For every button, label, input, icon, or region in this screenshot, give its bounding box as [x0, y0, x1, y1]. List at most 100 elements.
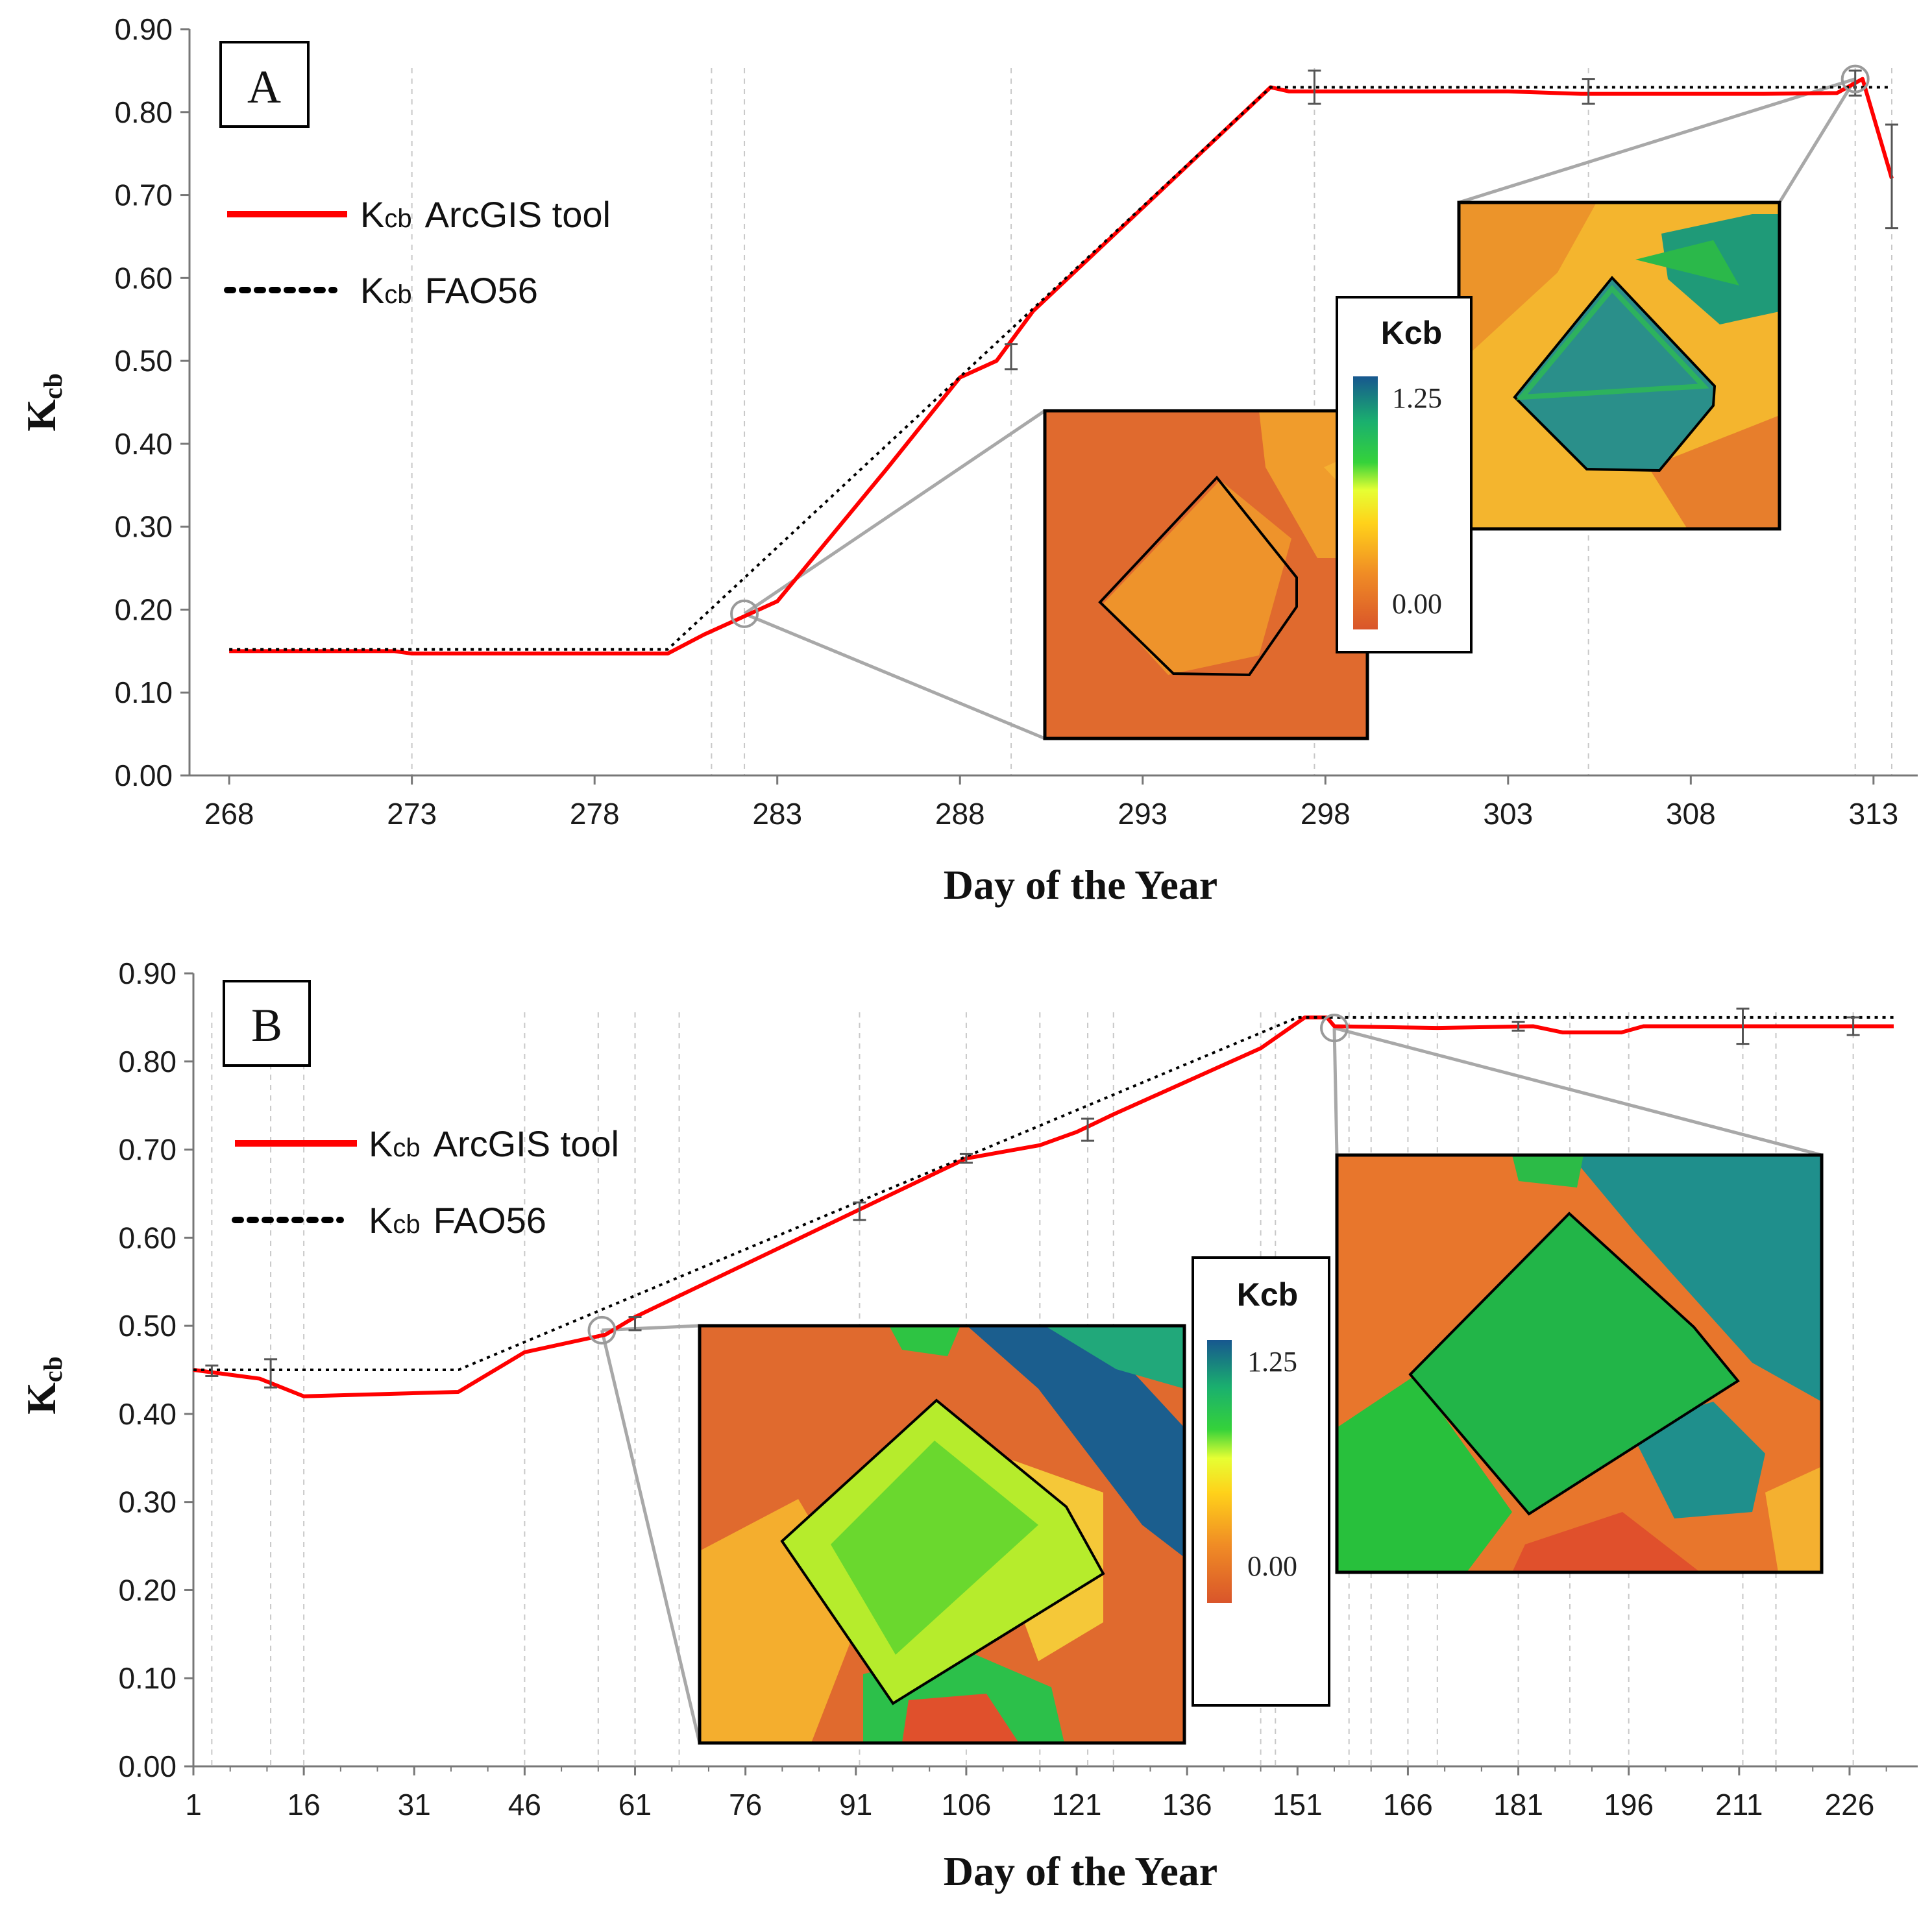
- y-axis-title: Kcb: [18, 1356, 67, 1415]
- inset-map-early: [1043, 409, 1369, 740]
- zoom-markers: [730, 64, 1870, 628]
- panel-a: 0.00 0.10 0.20 0.30 0.40 0.50 0.60 0.70 0.80 0.90…: [18, 12, 1918, 908]
- x-tick-label: 268: [204, 797, 254, 831]
- colorbar-max-label: 1.25: [1247, 1346, 1297, 1378]
- x-tick-label: 283: [752, 797, 802, 831]
- colorbar-min-label: 0.00: [1247, 1550, 1297, 1582]
- legend-label-arcgis: Kcb ArcGIS tool: [360, 194, 611, 235]
- x-ticks: 268 273 278 283 288 293 298 303 308 313: [204, 775, 1898, 831]
- y-tick-label: 0.70: [114, 178, 173, 212]
- inset-map-early: [698, 1324, 1186, 1745]
- panel-label-box: [219, 41, 310, 128]
- x-tick-label: 211: [1715, 1788, 1763, 1822]
- x-ticks: 1 16 31 46 61 76 91 106 121 136 151 166 181 196 211 226: [185, 1766, 1887, 1822]
- y-tick-label: 0.90: [114, 12, 173, 46]
- zoom-connector: [602, 1324, 700, 1332]
- inset-map-mid-patch-5: [1512, 1512, 1700, 1572]
- panel-label-box: [223, 980, 311, 1067]
- series-line-arcgis: [229, 77, 1894, 656]
- y-tick-label: 0.20: [114, 592, 173, 626]
- inset-map-mid-patch-3: [1337, 1376, 1512, 1572]
- x-tick-label: 16: [287, 1788, 321, 1822]
- inset-map-mid-patch-4: [1648, 415, 1779, 529]
- x-tick-label: 166: [1383, 1788, 1433, 1822]
- x-tick-label: 76: [729, 1788, 762, 1822]
- colorbar: Kcb 1.25 0.00: [1192, 1256, 1330, 1707]
- y-tick-label: 0.90: [118, 956, 177, 990]
- y-tick-label: 0.80: [118, 1045, 177, 1078]
- x-tick-label: 298: [1301, 797, 1351, 831]
- y-tick-label: 0.50: [114, 344, 173, 378]
- inset-map-mid-patch-4: [1629, 1402, 1765, 1518]
- inset-map-mid-patch-2: [1512, 1155, 1584, 1188]
- inset-map-early-patch-4: [889, 1326, 960, 1356]
- x-tick-label: 136: [1162, 1788, 1212, 1822]
- zoom-connector: [743, 409, 1046, 615]
- zoom-connectors: [600, 1026, 1822, 1744]
- legend: Kcb ArcGIS tool Kcb FAO56: [224, 194, 611, 311]
- y-tick-label: 0.60: [118, 1221, 177, 1254]
- legend-label-arcgis: Kcb ArcGIS tool: [369, 1123, 619, 1164]
- colorbar-title: Kcb: [1237, 1276, 1298, 1313]
- x-tick-label: 196: [1604, 1788, 1654, 1822]
- y-tick-label: 0.80: [114, 95, 173, 129]
- field-boundary-mid: [1513, 275, 1717, 472]
- x-tick-label: 1: [185, 1788, 202, 1822]
- x-tick-label: 106: [942, 1788, 992, 1822]
- x-tick-label: 181: [1493, 1788, 1543, 1822]
- colorbar-max-label: 1.25: [1392, 382, 1442, 414]
- zoom-connector: [744, 612, 1045, 740]
- inset-map-mid-patch-6: [1765, 1467, 1822, 1572]
- x-tick-label: 31: [398, 1788, 431, 1822]
- error-bars: [205, 1007, 1860, 1389]
- colorbar-min-label: 0.00: [1392, 588, 1442, 620]
- x-tick-label: 313: [1848, 797, 1898, 831]
- legend-label-fao56: Kcb FAO56: [369, 1200, 546, 1241]
- y-axis-title: Kcb: [18, 373, 67, 432]
- inset-map-early-patch-7: [902, 1694, 1019, 1743]
- inset-map-mid: [1457, 201, 1781, 531]
- zoom-marker: [1840, 64, 1870, 93]
- zoom-connector: [1334, 1026, 1822, 1157]
- x-tick-label: 121: [1052, 1788, 1102, 1822]
- x-axis-title: Day of the Year: [944, 862, 1217, 908]
- inset-map-early-field-core: [831, 1441, 1038, 1655]
- field-boundary-mid: [1408, 1212, 1740, 1516]
- inset-map-early-patch-2: [967, 1326, 1184, 1557]
- y-tick-label: 0.10: [118, 1661, 177, 1695]
- y-tick-label: 0.40: [114, 427, 173, 461]
- x-tick-label: 226: [1825, 1788, 1875, 1822]
- colorbar-gradient: [1353, 376, 1378, 629]
- y-tick-label: 0.00: [114, 759, 173, 792]
- x-axis-title: Day of the Year: [944, 1848, 1217, 1894]
- y-tick-label: 0.50: [118, 1309, 177, 1343]
- y-tick-label: 0.70: [118, 1133, 177, 1167]
- x-tick-label: 151: [1273, 1788, 1323, 1822]
- x-tick-label: 293: [1118, 797, 1168, 831]
- series-group: [229, 77, 1894, 656]
- zoom-marker: [587, 1315, 617, 1345]
- inset-map-early-frame: [698, 1324, 1186, 1745]
- series-line-fao56: [229, 86, 1892, 651]
- colorbar-title: Kcb: [1381, 315, 1442, 351]
- series-group: [193, 1015, 1894, 1398]
- inset-map-mid: [1335, 1153, 1824, 1574]
- x-tick-label: 308: [1666, 797, 1716, 831]
- y-tick-label: 0.10: [114, 676, 173, 709]
- x-tick-label: 61: [618, 1788, 652, 1822]
- field-boundary-early: [1098, 475, 1298, 677]
- y-ticks: 0.00 0.10 0.20 0.30 0.40 0.50 0.60 0.70 0.80 0.90: [118, 956, 193, 1783]
- zoom-connector: [1458, 77, 1856, 204]
- x-tick-label: 91: [839, 1788, 872, 1822]
- zoom-connector: [1332, 1028, 1339, 1156]
- y-tick-label: 0.00: [118, 1749, 177, 1783]
- zoom-marker: [730, 599, 759, 628]
- inset-map-mid-patch-3: [1635, 240, 1739, 286]
- y-tick-label: 0.40: [118, 1397, 177, 1431]
- x-tick-label: 303: [1483, 797, 1533, 831]
- legend-label-fao56: Kcb FAO56: [360, 270, 538, 311]
- legend: Kcb ArcGIS tool Kcb FAO56: [232, 1123, 619, 1241]
- y-tick-label: 0.30: [118, 1485, 177, 1519]
- x-tick-label: 273: [387, 797, 437, 831]
